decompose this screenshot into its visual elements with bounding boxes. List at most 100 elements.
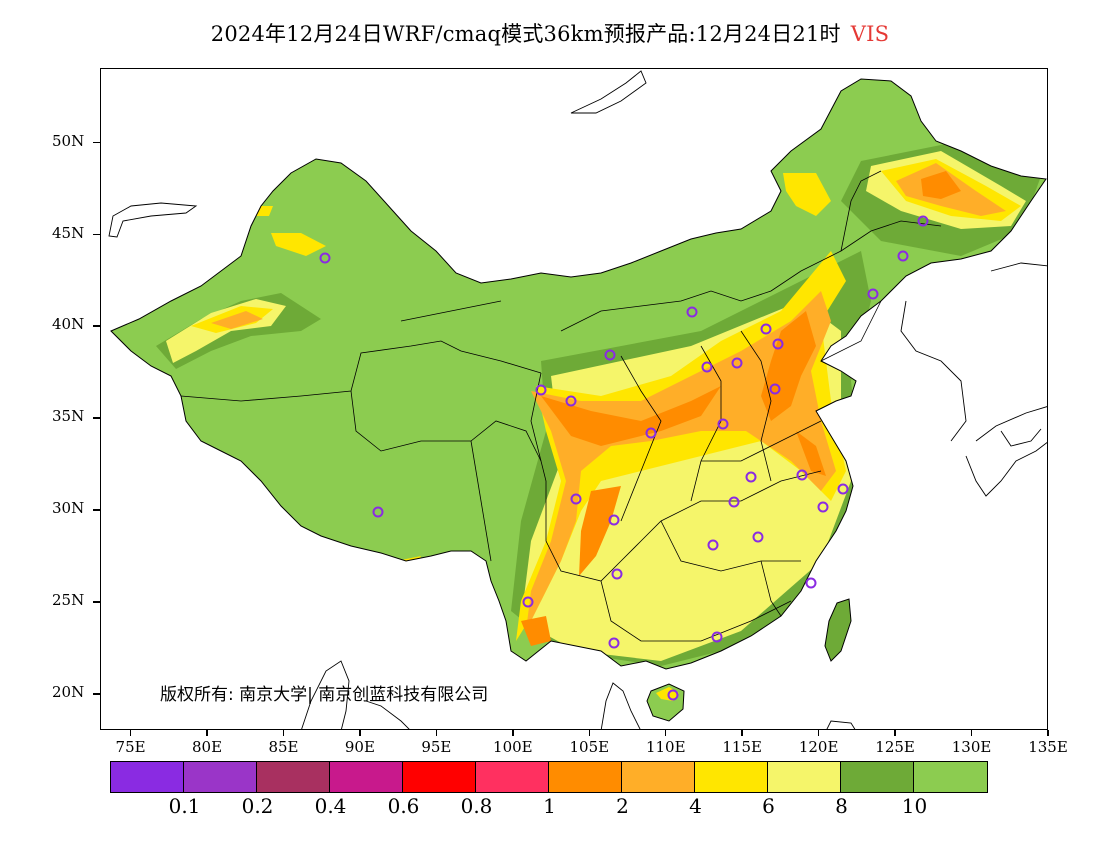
- station-marker: [917, 215, 929, 227]
- colorbar-label: 6: [762, 794, 775, 818]
- lon-tick-mark: [359, 730, 361, 736]
- china-outline: [110, 78, 1047, 670]
- taiwan-island: [824, 598, 852, 662]
- lon-tick-label: 110E: [645, 738, 686, 756]
- chart-title: 2024年12月24日WRF/cmaq模式36km预报产品:12月24日21时 V…: [0, 18, 1100, 48]
- station-marker: [608, 514, 620, 526]
- lat-tick-mark: [93, 141, 100, 144]
- station-marker: [535, 384, 547, 396]
- colorbar-swatch: [768, 762, 841, 792]
- colorbar-swatch: [184, 762, 257, 792]
- lon-tick-label: 130E: [951, 738, 992, 756]
- station-marker: [565, 395, 577, 407]
- colorbar-swatch: [257, 762, 330, 792]
- lat-tick-mark: [93, 509, 100, 511]
- station-marker: [897, 250, 909, 262]
- colorbar-label: 1: [543, 794, 556, 818]
- lon-tick-mark: [1047, 730, 1049, 736]
- lon-tick-mark: [206, 730, 208, 736]
- province-boundaries: [180, 170, 942, 642]
- station-marker: [837, 483, 849, 495]
- colorbar-swatch: [914, 762, 987, 792]
- colorbar-label: 0.8: [460, 794, 493, 818]
- station-marker: [319, 252, 331, 264]
- lat-tick-mark: [93, 233, 100, 235]
- colorbar-swatch: [330, 762, 403, 792]
- lat-tick-mark: [93, 693, 100, 695]
- lat-tick-label: 30N: [52, 499, 85, 518]
- colorbar-swatch: [403, 762, 476, 792]
- lat-tick-label: 20N: [52, 683, 85, 702]
- station-marker: [711, 631, 723, 643]
- station-marker: [645, 427, 657, 439]
- lat-tick-mark: [93, 601, 100, 603]
- lat-tick-label: 25N: [52, 591, 85, 610]
- station-marker: [608, 637, 620, 649]
- station-marker: [805, 577, 817, 589]
- lon-tick-mark: [282, 730, 285, 736]
- lon-tick-mark: [817, 730, 820, 736]
- map-svg: [108, 70, 1047, 729]
- colorbar-swatch: [476, 762, 549, 792]
- copyright-notice: 版权所有: 南京大学| 南京创蓝科技有限公司: [160, 685, 489, 705]
- colorbar-label: 10: [901, 794, 928, 818]
- colorbar-swatch: [622, 762, 695, 792]
- lon-tick-mark: [129, 730, 132, 736]
- colorbar-label: 0.6: [387, 794, 420, 818]
- colorbar-swatch: [111, 762, 184, 792]
- station-marker: [667, 689, 679, 701]
- lon-tick-mark: [512, 730, 514, 736]
- colorbar-swatch: [549, 762, 622, 792]
- station-marker: [372, 506, 384, 518]
- lon-tick-mark: [588, 730, 591, 736]
- colorbar-label: 0.2: [241, 794, 274, 818]
- station-marker: [752, 531, 764, 543]
- colorbar-label: 0.4: [314, 794, 347, 818]
- station-marker: [772, 338, 784, 350]
- colorbar-swatch: [695, 762, 768, 792]
- lat-tick-label: 50N: [52, 131, 85, 150]
- lat-tick-label: 45N: [52, 223, 85, 242]
- station-marker: [604, 349, 616, 361]
- station-marker: [769, 383, 781, 395]
- lon-tick-label: 135E: [1028, 738, 1068, 756]
- lon-tick-mark: [970, 730, 973, 736]
- station-marker: [611, 568, 623, 580]
- title-variable: VIS: [850, 22, 890, 46]
- lon-tick-label: 80E: [192, 738, 223, 756]
- colorbar-label: 0.1: [168, 794, 201, 818]
- lon-tick-label: 75E: [115, 738, 146, 756]
- station-marker: [686, 306, 698, 318]
- lat-tick-label: 40N: [52, 315, 85, 334]
- lon-tick-mark: [894, 730, 896, 736]
- station-marker: [717, 418, 729, 430]
- lon-tick-label: 85E: [268, 738, 299, 756]
- neighbor-coastlines: [108, 70, 1047, 729]
- lon-tick-label: 115E: [722, 738, 762, 756]
- colorbar: [110, 761, 988, 793]
- station-markers: [319, 215, 929, 701]
- title-main: 2024年12月24日WRF/cmaq模式36km预报产品:12月24日21时: [210, 22, 841, 46]
- colorbar-label: 2: [616, 794, 629, 818]
- map-frame: [100, 68, 1048, 730]
- station-marker: [867, 288, 879, 300]
- station-marker: [707, 539, 719, 551]
- colorbar-label: 8: [835, 794, 848, 818]
- lat-tick-label: 35N: [52, 407, 85, 426]
- colorbar-label: 4: [689, 794, 702, 818]
- lon-tick-label: 120E: [798, 738, 839, 756]
- lon-tick-label: 100E: [493, 738, 533, 756]
- station-marker: [745, 471, 757, 483]
- station-marker: [760, 323, 772, 335]
- station-marker: [522, 596, 534, 608]
- lon-tick-label: 95E: [421, 738, 452, 756]
- lon-tick-label: 90E: [344, 738, 375, 756]
- lon-tick-mark: [664, 730, 667, 736]
- station-marker: [701, 361, 713, 373]
- station-marker: [570, 493, 582, 505]
- lat-tick-mark: [93, 417, 100, 419]
- station-marker: [728, 496, 740, 508]
- lat-tick-mark: [93, 325, 100, 327]
- lon-tick-label: 125E: [875, 738, 915, 756]
- colorbar-swatch: [841, 762, 914, 792]
